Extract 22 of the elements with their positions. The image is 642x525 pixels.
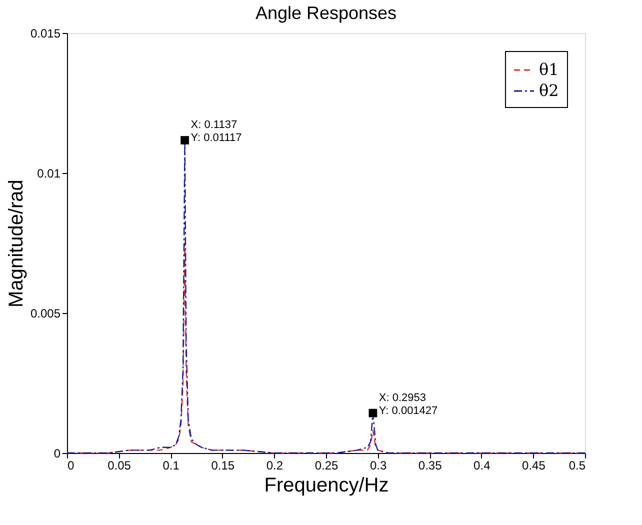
x-axis-title: Frequency/Hz [264, 474, 389, 496]
annotation: X: 0.2953 Y: 0.001427 [378, 392, 438, 418]
x-tick-label: 0.25 [314, 458, 338, 472]
x-tick-label: 0 [68, 458, 74, 472]
y-tick-label: 0.015 [30, 26, 61, 40]
x-tick-label: 0.2 [266, 458, 284, 472]
chart-title: Angle Responses [255, 3, 397, 23]
x-tick-label: 0.35 [418, 458, 442, 472]
x-tick-label: 0.4 [474, 458, 491, 472]
x-tick-label: 0.15 [211, 458, 235, 472]
x-tick-label: 0.3 [370, 458, 387, 472]
x-tick-label: 0.45 [522, 458, 546, 472]
x-tick-label: 0.1 [162, 458, 180, 472]
y-tick-label: 0 [54, 446, 61, 460]
legend-label: θ2 [539, 81, 559, 100]
x-tick-label: 0.05 [108, 458, 132, 472]
annotation: X: 0.1137 Y: 0.01117 [190, 119, 242, 144]
y-tick-label: 0.01 [37, 166, 61, 180]
x-tick-label: 0.5 [568, 458, 586, 472]
legend-label: θ1 [539, 60, 559, 79]
y-axis-title: Magnitude/rad [5, 180, 28, 308]
y-tick-label: 0.005 [30, 306, 61, 320]
